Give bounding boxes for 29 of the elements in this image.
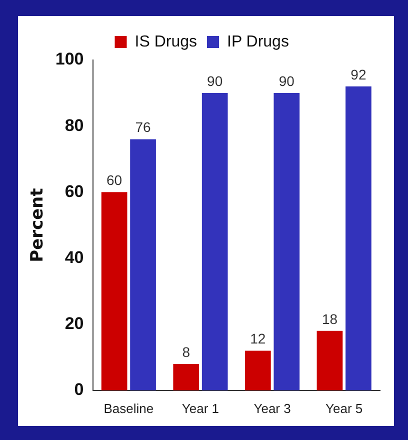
y-axis-title: Percent <box>28 188 48 262</box>
data-label: 8 <box>182 344 190 360</box>
bar <box>173 364 200 390</box>
bar <box>245 350 271 390</box>
bar <box>316 330 343 390</box>
y-tick-label: 60 <box>64 182 84 201</box>
y-tick-label: 80 <box>64 116 84 135</box>
legend-label: IP Drugs <box>227 33 289 50</box>
bar <box>130 139 156 390</box>
y-tick-label: 0 <box>74 380 84 400</box>
bar <box>202 93 228 390</box>
data-label: 92 <box>350 66 366 82</box>
data-label: 90 <box>278 72 295 89</box>
data-label: 60 <box>106 172 122 188</box>
data-label: 12 <box>250 330 266 347</box>
bar <box>274 93 300 390</box>
data-label: 76 <box>135 119 152 136</box>
x-tick-label: Year 1 <box>182 400 220 416</box>
x-tick-label: Year 5 <box>326 400 363 416</box>
data-label: 18 <box>322 310 338 327</box>
y-tick-label: 40 <box>64 248 84 267</box>
y-tick-label: 100 <box>55 50 84 69</box>
bar <box>101 192 128 390</box>
y-tick-label: 20 <box>64 314 84 334</box>
legend-label: IS Drugs <box>134 33 198 50</box>
data-label: 90 <box>207 72 223 89</box>
x-tick-label: Baseline <box>104 400 154 416</box>
bar <box>346 86 372 390</box>
x-tick-label: Year 3 <box>254 400 291 416</box>
